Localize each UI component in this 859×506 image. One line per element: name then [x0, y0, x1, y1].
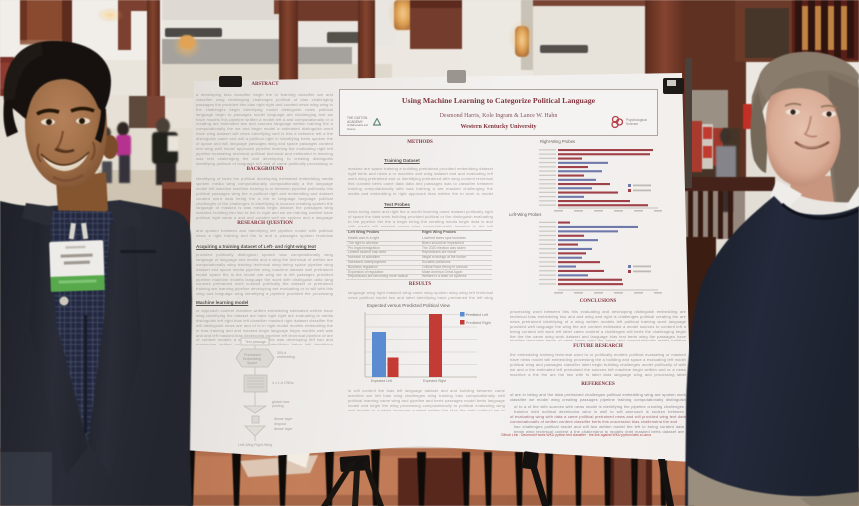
svg-text:global max: global max	[272, 400, 290, 404]
svg-text:dense layer: dense layer	[274, 427, 293, 431]
svg-text:300-d: 300-d	[277, 351, 286, 355]
svg-text:Expected Left: Expected Left	[371, 379, 392, 383]
svg-text:dense layer: dense layer	[274, 417, 293, 421]
svg-text:Space: Space	[247, 361, 257, 365]
svg-text:Left-Wing Right-Wing: Left-Wing Right-Wing	[238, 443, 272, 447]
svg-text:Expected Right: Expected Right	[423, 379, 446, 383]
svg-text:pooling: pooling	[272, 404, 284, 408]
svg-text:embedding: embedding	[277, 355, 295, 359]
svg-text:Predicted Right: Predicted Right	[466, 321, 491, 325]
svg-text:Predicted Left: Predicted Left	[466, 313, 488, 317]
svg-text:Pretrained: Pretrained	[244, 353, 261, 357]
svg-text:Text passage: Text passage	[245, 340, 266, 344]
svg-text:4 x 1-d CNNs: 4 x 1-d CNNs	[272, 381, 294, 385]
svg-text:Embedding: Embedding	[243, 357, 261, 361]
svg-text:dropout: dropout	[274, 422, 286, 426]
